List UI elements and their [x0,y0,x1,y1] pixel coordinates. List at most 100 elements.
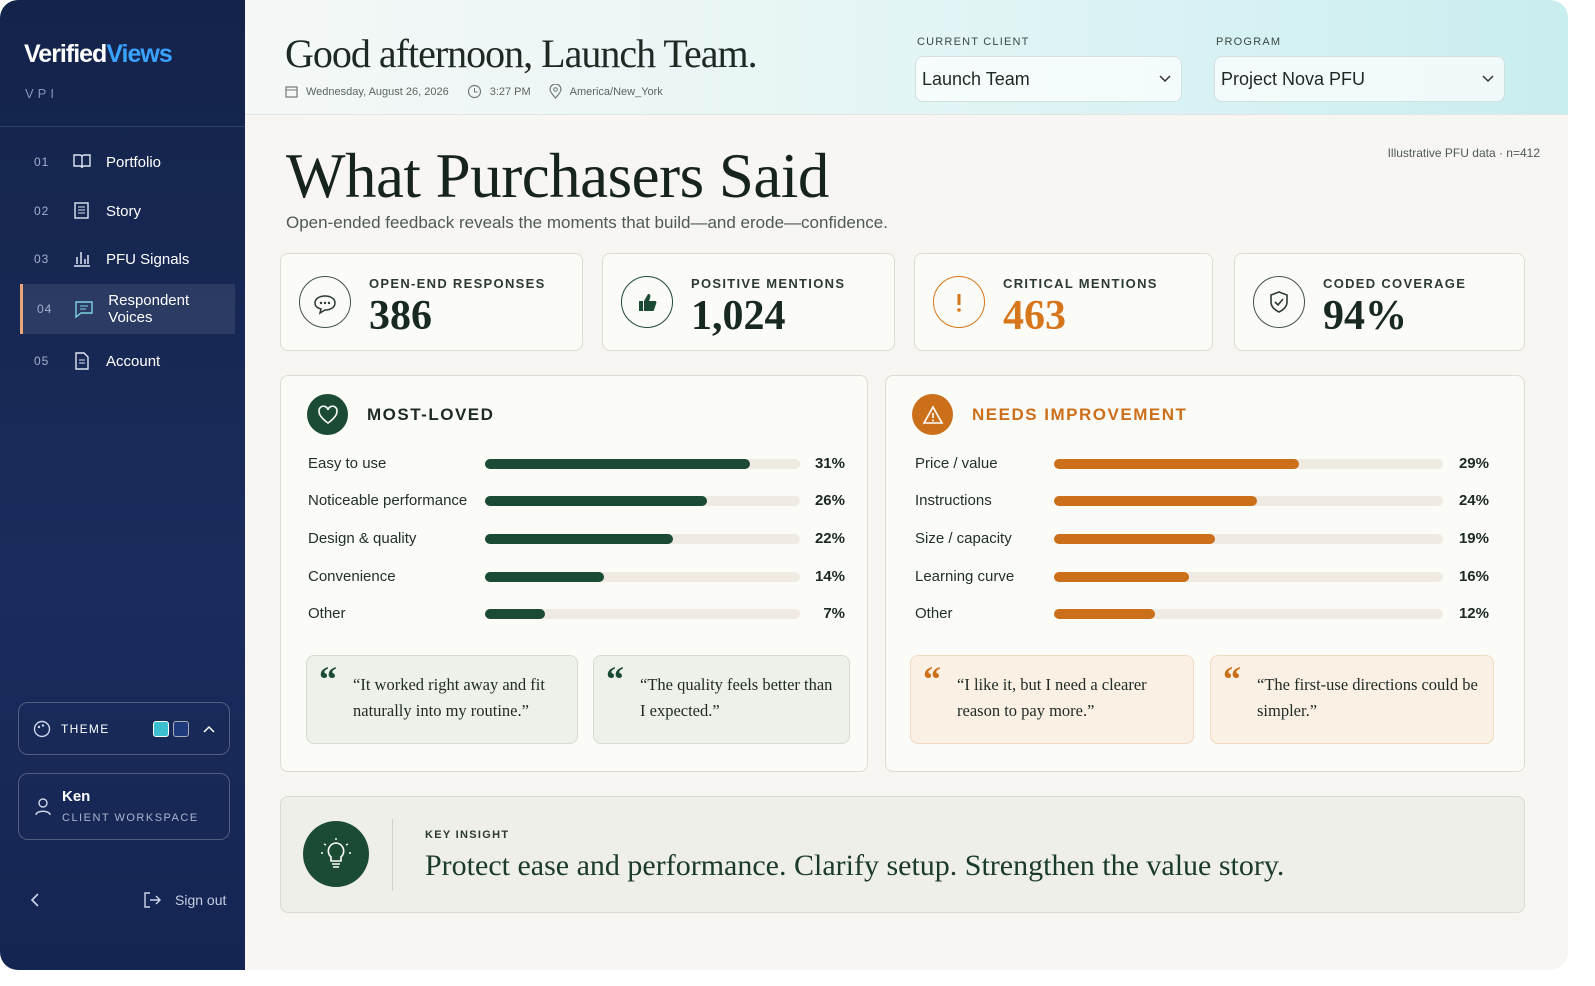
bar-value: 24% [1458,492,1489,509]
bar-value: 31% [814,455,845,472]
quote-mark: “ [319,659,337,699]
pin-icon [549,84,562,99]
chevron [203,725,215,733]
brand-sub: VPI [25,86,58,101]
bar-label: Other [915,605,953,622]
bar-track [1054,609,1443,619]
theme-box[interactable]: THEME [18,702,230,755]
client-select[interactable]: Launch Team [915,56,1182,102]
nav-num: 01 [34,155,50,169]
bar-track [485,459,800,469]
insight-label: KEY INSIGHT [425,829,510,841]
signout-icon [144,892,161,908]
time: 3:27 PM [489,85,531,98]
bar-value: 26% [814,492,845,509]
bar-track [485,572,800,582]
panel-icon [307,394,348,435]
brand-a: Verified [24,40,107,68]
date: Wednesday, August 26, 2026 [306,85,449,98]
bar-label: Learning curve [915,568,1015,585]
bar-track [1054,459,1443,469]
bar-value: 14% [814,568,845,585]
kpi-card: CRITICAL MENTIONS 463 [914,253,1213,351]
nav-icon-svg [73,154,91,169]
quote-card: “ “The first-use directions could be simp… [1210,655,1494,744]
bar-label: Design & quality [308,530,417,547]
program: Project Nova PFU [1221,68,1366,89]
sign-out[interactable]: Sign out [175,892,227,908]
nav-label: Respondent Voices [108,292,190,326]
nav-icon [72,249,106,269]
bar-track [1054,534,1443,544]
user-name: Ken [62,788,91,805]
program-select[interactable]: Project Nova PFU [1214,56,1505,102]
nav-icon [74,299,108,319]
collapse[interactable] [28,892,42,908]
timezone: America/New_York [569,85,663,98]
quote-mark: “ [1223,659,1241,699]
kpi-icon [933,276,985,328]
chevron [1482,75,1494,83]
program-label: PROGRAM [1216,36,1282,48]
nav-item[interactable]: 05 Account [20,336,235,386]
swatch[interactable] [153,720,169,737]
data-note: Illustrative PFU data · n=412 [1387,146,1540,160]
page-title: What Purchasers Said [286,141,829,211]
warning [922,404,943,424]
kpi-label: CRITICAL MENTIONS [1003,276,1158,291]
clock-icon [467,84,481,99]
kpi-label: CODED COVERAGE [1323,276,1467,291]
theme-label: THEME [61,721,110,736]
meta: Wednesday, August 26, 2026 3:27 PM Ameri… [285,84,663,99]
nav-item[interactable]: 02 Story [20,186,235,236]
sidebar: VerifiedViews VPI 01 Portfolio 02 Story 03 PF… [0,0,245,970]
nav-label: PFU Signals [106,250,190,268]
nav-icon [72,351,106,371]
brand-b: Views [106,40,172,68]
nav-icon-svg [75,301,93,319]
insight-icon [303,821,369,887]
bar [485,534,673,544]
panel-icon [912,394,953,435]
nav-icon-svg [74,202,89,219]
quote-mark: “ [606,659,624,699]
quote-text: “I like it, but I need a clearer reason … [957,675,1147,720]
bar [485,459,750,469]
nav-icon [72,201,106,221]
quote-card: “ “The quality feels better than I expect… [593,655,850,744]
kpi-icon [1253,276,1305,328]
bar [1054,534,1215,544]
nav-label: Portfolio [106,153,162,171]
calendar-icon [285,86,298,98]
nav-item[interactable]: 01 Portfolio [20,137,235,187]
bar [485,572,605,582]
bar [485,609,545,619]
bar-track [485,496,800,506]
nav-num: 03 [34,252,50,266]
nav-item[interactable]: 04 Respondent Voices [20,284,235,334]
kpi-icon [621,276,673,328]
quote-card: “ “It worked right away and fit naturally… [306,655,578,744]
bar-label: Convenience [308,568,396,585]
nav-icon [72,152,106,172]
swatch[interactable] [173,720,189,737]
nav-label: Story [106,202,142,220]
nav-item[interactable]: 03 PFU Signals [20,234,235,284]
header: Good afternoon, Launch Team. Wednesday, … [245,0,1568,115]
bar-track [1054,572,1443,582]
bar-label: Other [308,605,346,622]
greeting: Good afternoon, Launch Team. [285,31,758,76]
kpi-label: POSITIVE MENTIONS [691,276,846,291]
quote-text: “The quality feels better than I expecte… [640,675,833,720]
bar [1054,572,1190,582]
bar-track [485,609,800,619]
user-box[interactable]: Ken CLIENT WORKSPACE [18,773,230,840]
kpi-icon-svg [1270,291,1288,313]
bar-value: 16% [1458,568,1489,585]
heart [317,404,338,424]
nav-num: 04 [37,302,53,316]
nav-icon-svg [74,252,90,267]
bar-track [485,534,800,544]
client: Launch Team [922,68,1030,89]
bar-value: 12% [1458,605,1489,622]
